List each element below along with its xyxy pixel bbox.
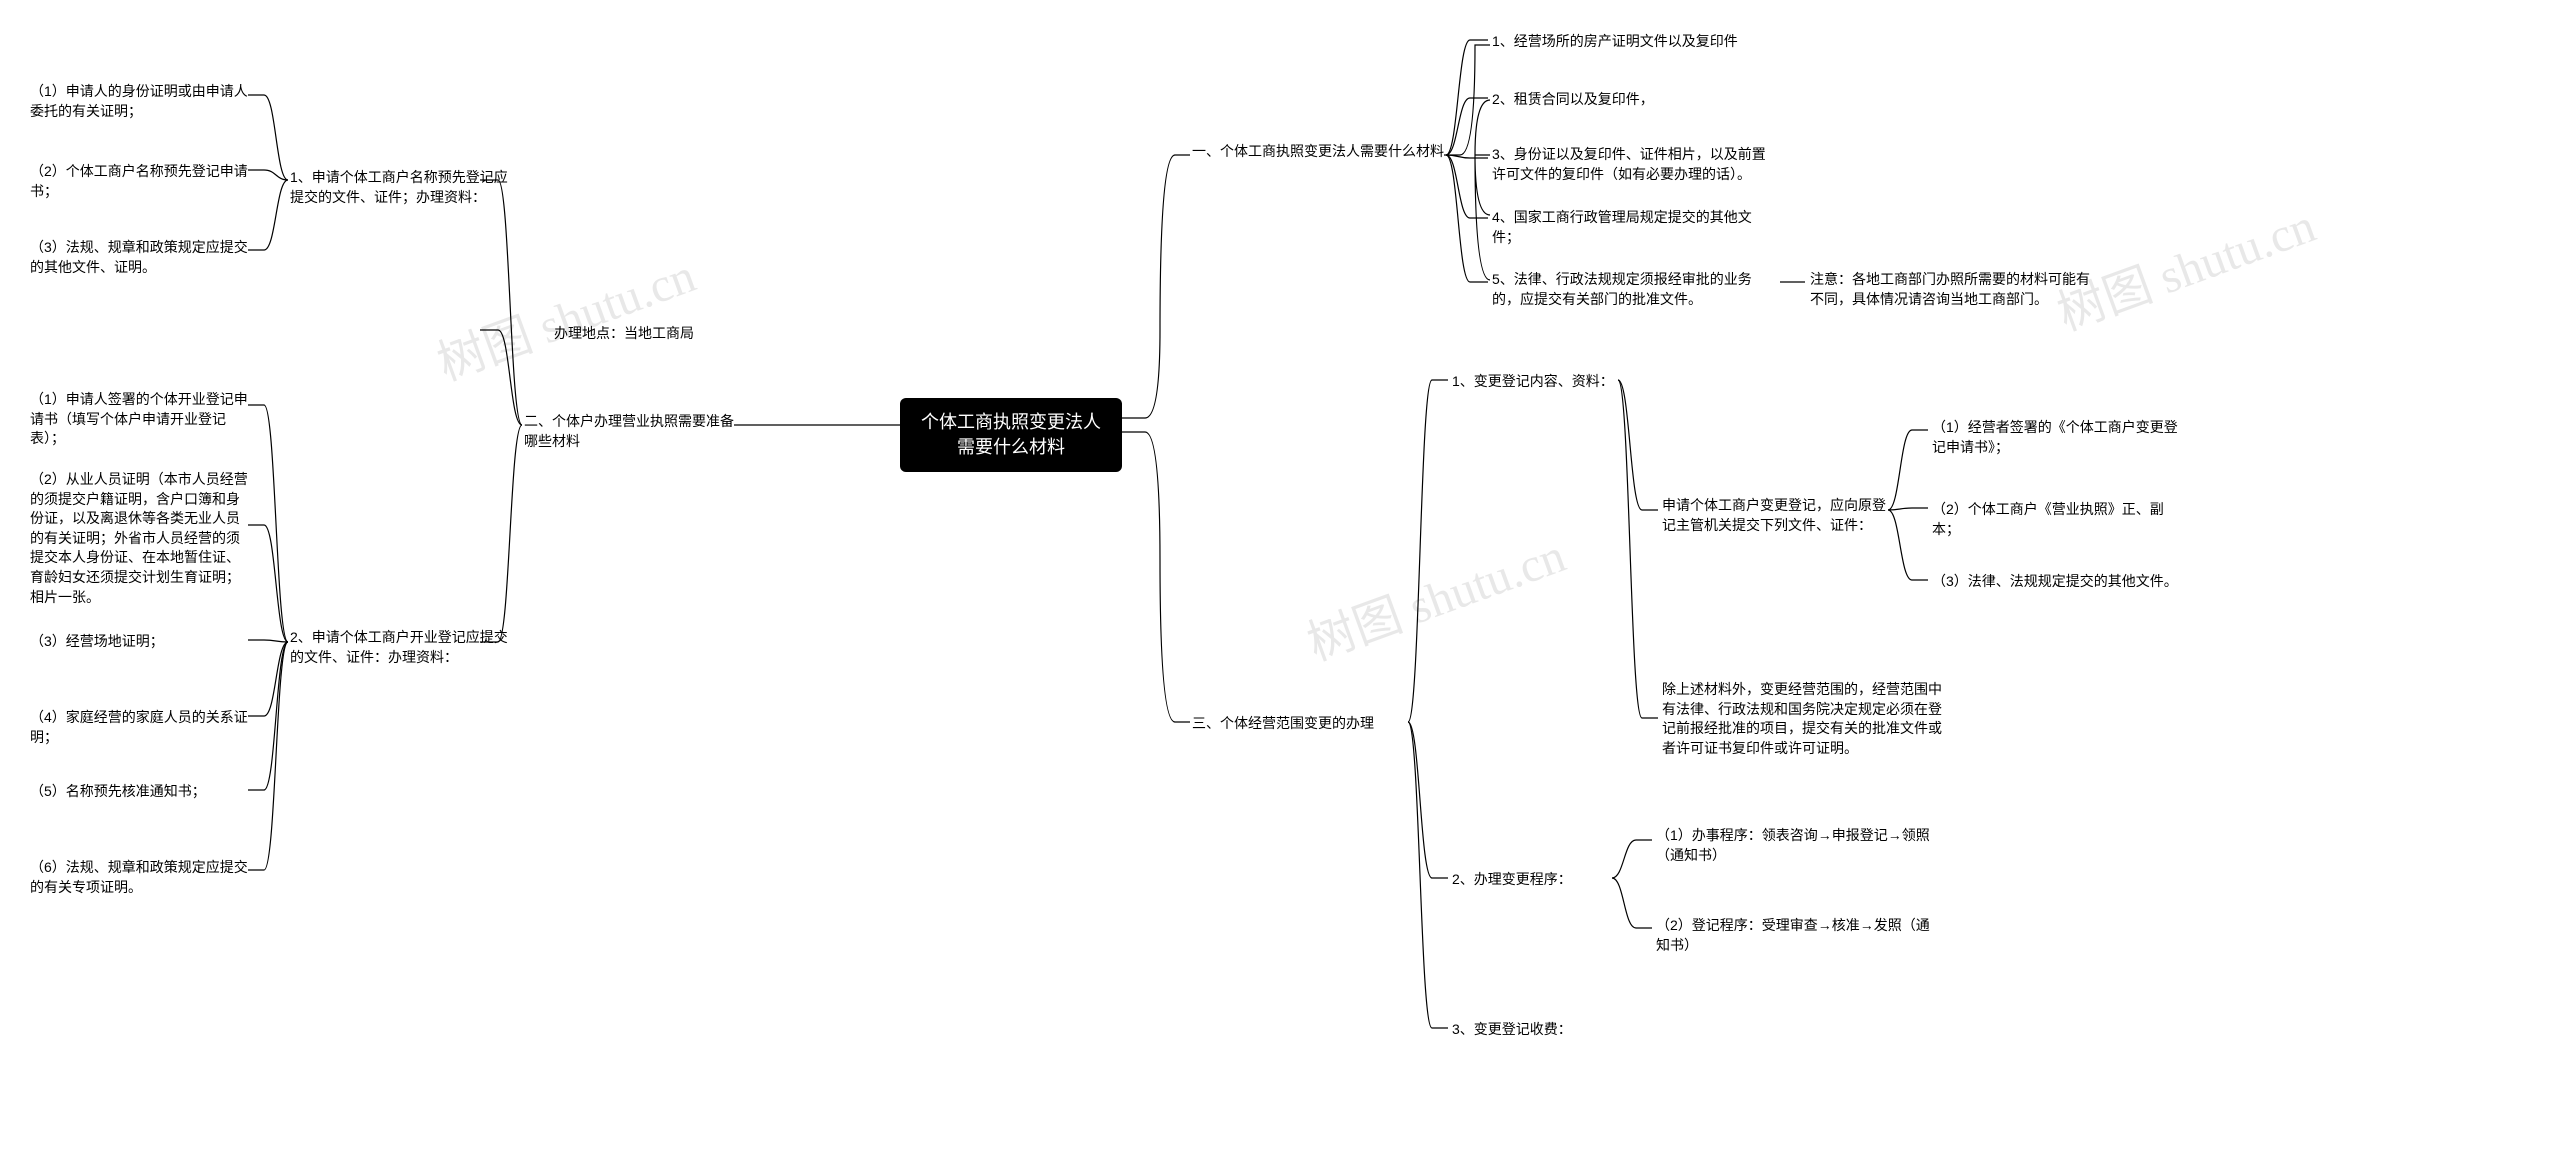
s3-g1-note: 除上述材料外，变更经营范围的，经营范围中有法律、行政法规和国务院决定规定必须在登… <box>1662 680 1952 758</box>
s2-g2-i6: （6）法规、规章和政策规定应提交的有关专项证明。 <box>30 858 248 897</box>
section-1-title: 一、个体工商执照变更法人需要什么材料 <box>1192 142 1444 162</box>
s3-g1-title: 1、变更登记内容、资料： <box>1452 372 1620 392</box>
s2-g1-title: 1、申请个体工商户名称预先登记应提交的文件、证件；办理资料： <box>290 168 520 207</box>
s3-g2-title: 2、办理变更程序： <box>1452 870 1612 890</box>
watermark: 树图 shutu.cn <box>426 236 703 394</box>
s1-c5-note: 注意：各地工商部门办照所需要的材料可能有不同，具体情况请咨询当地工商部门。 <box>1810 270 2090 309</box>
s2-g2-i2: （2）从业人员证明（本市人员经营的须提交户籍证明，含户口簿和身份证，以及离退休等… <box>30 470 248 607</box>
root-text: 个体工商执照变更法人需要什么材料 <box>921 412 1101 457</box>
s2-g2-i3: （3）经营场地证明； <box>30 632 248 652</box>
s1-c5: 5、法律、行政法规规定须报经审批的业务的，应提交有关部门的批准文件。 <box>1492 270 1772 309</box>
s2-g2-i1: （1）申请人签署的个体开业登记申请书（填写个体户申请开业登记表）； <box>30 390 248 449</box>
s1-c2: 2、租赁合同以及复印件， <box>1492 90 1772 110</box>
s2-g1-i2: （2）个体工商户名称预先登记申请书； <box>30 162 248 201</box>
watermark: 树图 shutu.cn <box>2046 186 2323 344</box>
s2-g2-i5: （5）名称预先核准通知书； <box>30 782 248 802</box>
s2-g1-i3: （3）法规、规章和政策规定应提交的其他文件、证明。 <box>30 238 248 277</box>
s2-g1-i1: （1）申请人的身份证明或由申请人委托的有关证明； <box>30 82 248 121</box>
section-2-location: 办理地点：当地工商局 <box>554 324 724 344</box>
section-2-title: 二、个体户办理营业执照需要准备哪些材料 <box>524 412 734 451</box>
watermark: 树图 shutu.cn <box>1296 516 1573 674</box>
s3-g1-sub: 申请个体工商户变更登记，应向原登记主管机关提交下列文件、证件： <box>1662 496 1888 535</box>
s1-c1: 1、经营场所的房产证明文件以及复印件 <box>1492 32 1772 52</box>
s3-g1-i3: （3）法律、法规规定提交的其他文件。 <box>1932 572 2182 592</box>
root-node: 个体工商执照变更法人需要什么材料 <box>900 398 1122 472</box>
section-3-title: 三、个体经营范围变更的办理 <box>1192 714 1408 734</box>
s3-g2-i2: （2）登记程序：受理审查→核准→发照（通知书） <box>1656 916 1936 955</box>
s1-c3: 3、身份证以及复印件、证件相片，以及前置许可文件的复印件（如有必要办理的话）。 <box>1492 145 1772 184</box>
s1-c4: 4、国家工商行政管理局规定提交的其他文件； <box>1492 208 1772 247</box>
s3-g1-i1: （1）经营者签署的《个体工商户变更登记申请书》； <box>1932 418 2182 457</box>
s2-g2-i4: （4）家庭经营的家庭人员的关系证明； <box>30 708 248 747</box>
s2-g2-title: 2、申请个体工商户开业登记应提交的文件、证件：办理资料： <box>290 628 520 667</box>
s3-g1-i2: （2）个体工商户《营业执照》正、副本； <box>1932 500 2182 539</box>
s3-g2-i1: （1）办事程序：领表咨询→申报登记→领照（通知书） <box>1656 826 1936 865</box>
s3-g3: 3、变更登记收费： <box>1452 1020 1612 1040</box>
